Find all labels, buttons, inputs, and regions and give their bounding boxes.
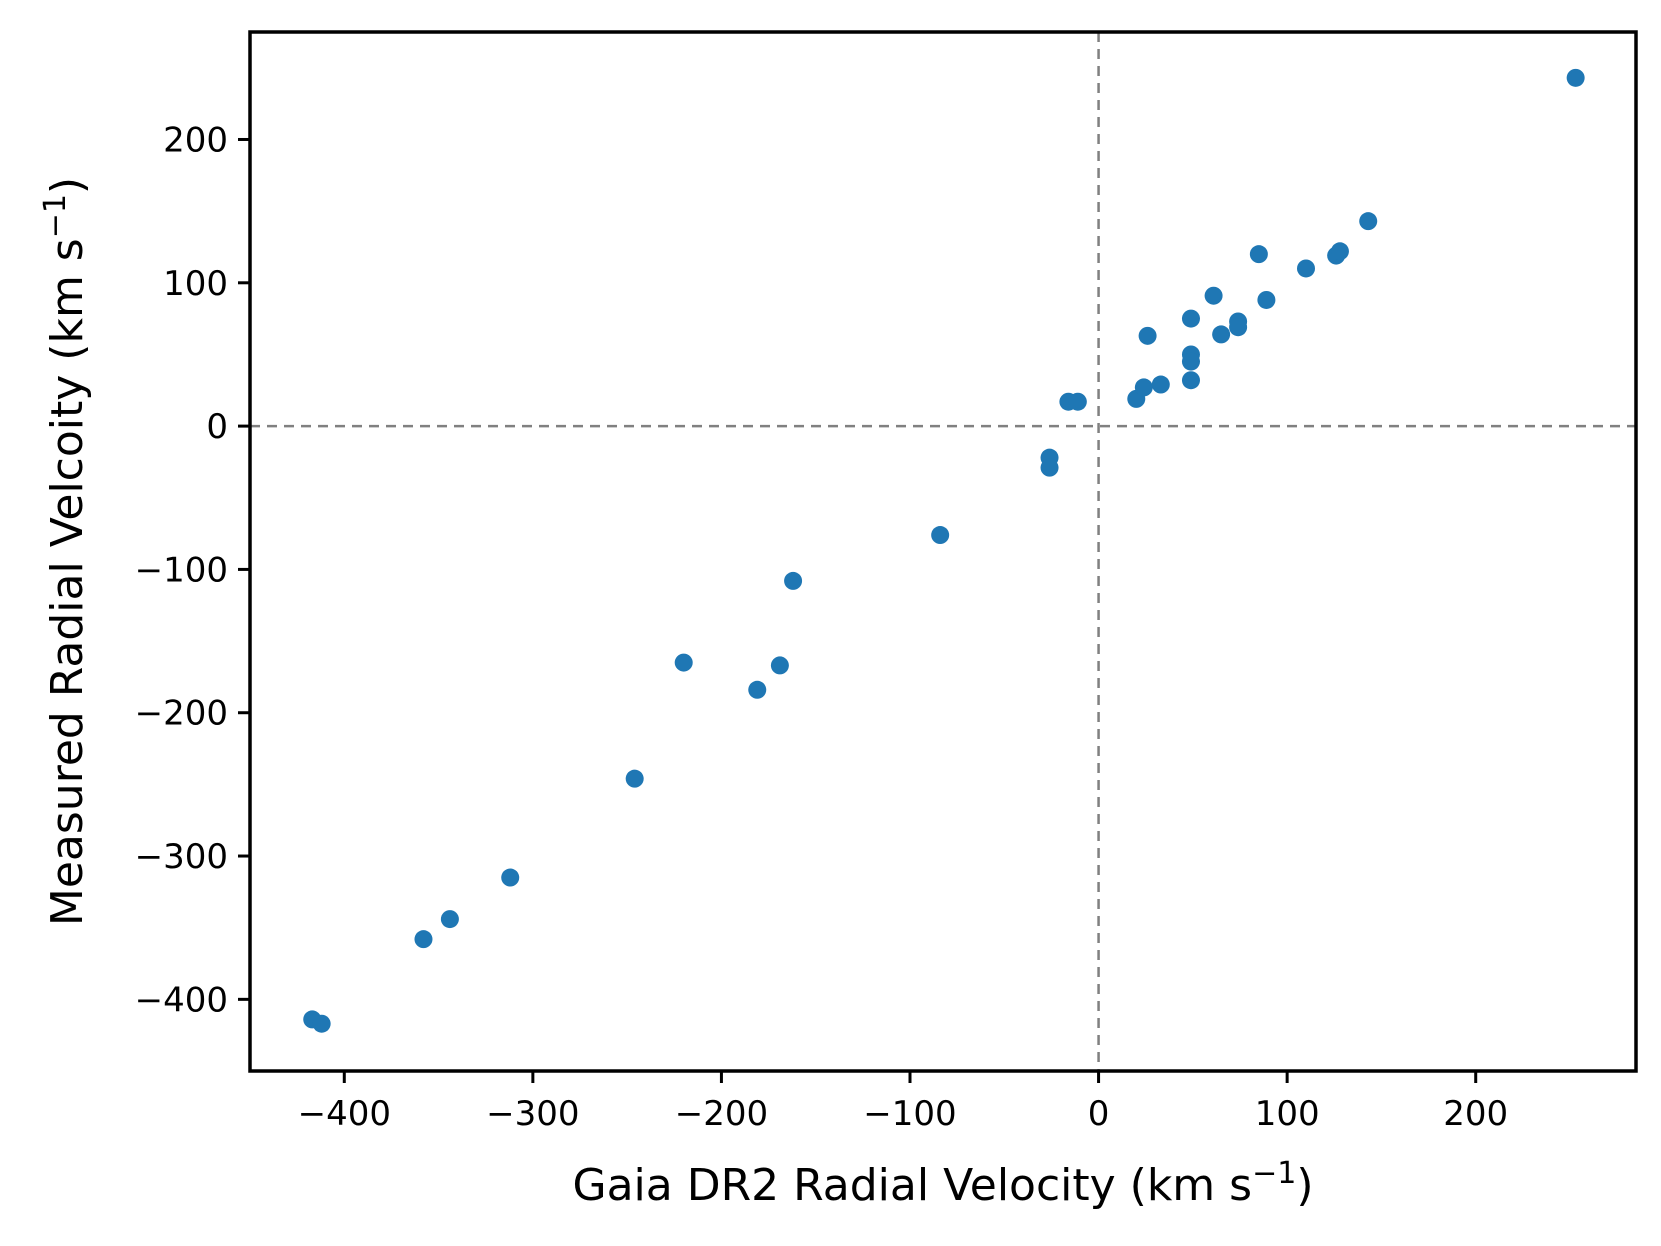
data-point bbox=[770, 656, 789, 675]
x-tick-label: −200 bbox=[675, 1094, 768, 1134]
x-tick-label: 100 bbox=[1255, 1094, 1320, 1134]
y-tick-label: 100 bbox=[163, 264, 228, 304]
x-tick-label: −100 bbox=[863, 1094, 956, 1134]
y-tick-label: 0 bbox=[206, 407, 228, 447]
y-axis-title-superscript: −1 bbox=[38, 194, 73, 238]
data-point bbox=[1297, 259, 1315, 278]
data-point bbox=[748, 680, 767, 699]
x-axis-title: Gaia DR2 Radial Velocity (km s−1) bbox=[573, 1156, 1314, 1212]
x-tick-label: −300 bbox=[486, 1094, 579, 1134]
data-point bbox=[1138, 326, 1157, 345]
data-point bbox=[1359, 212, 1378, 231]
plot-frame bbox=[248, 30, 1638, 1073]
data-point bbox=[1181, 371, 1200, 390]
data-point bbox=[1134, 378, 1153, 397]
y-tick-label: 200 bbox=[163, 120, 228, 160]
data-point bbox=[674, 653, 693, 672]
data-point bbox=[1566, 68, 1585, 87]
y-axis-title-end: ) bbox=[42, 177, 93, 194]
x-axis-title-superscript: −1 bbox=[1252, 1156, 1296, 1191]
data-point bbox=[1068, 392, 1087, 411]
data-point bbox=[1212, 325, 1231, 344]
y-axis-ticks: −400 −300 −200 −100 0 100 200 bbox=[135, 120, 250, 1020]
x-tick-label: 200 bbox=[1443, 1094, 1508, 1134]
y-tick-label: −100 bbox=[135, 550, 228, 590]
data-point bbox=[1151, 375, 1170, 394]
data-point bbox=[1204, 286, 1223, 305]
data-point bbox=[784, 571, 803, 590]
data-point bbox=[414, 930, 433, 949]
data-point bbox=[1330, 242, 1349, 261]
data-point bbox=[1181, 309, 1200, 328]
data-point bbox=[1249, 245, 1268, 264]
data-point bbox=[501, 868, 520, 887]
x-tick-label: 0 bbox=[1088, 1094, 1110, 1134]
data-point bbox=[440, 910, 459, 929]
y-tick-label: −400 bbox=[135, 980, 228, 1020]
data-point bbox=[312, 1014, 331, 1033]
data-points bbox=[303, 68, 1585, 1033]
y-axis-title-base: Measured Radial Velcoity (km s bbox=[42, 238, 93, 926]
x-axis-title-end: ) bbox=[1296, 1160, 1313, 1211]
data-point bbox=[1229, 318, 1248, 337]
reference-lines bbox=[250, 32, 1636, 1071]
data-point bbox=[1040, 458, 1059, 477]
data-point bbox=[625, 769, 644, 788]
data-point bbox=[931, 526, 950, 545]
y-tick-label: −300 bbox=[135, 837, 228, 877]
y-axis-title: Measured Radial Velcoity (km s−1) bbox=[38, 177, 94, 926]
data-point bbox=[1257, 290, 1276, 309]
x-axis-title-base: Gaia DR2 Radial Velocity (km s bbox=[573, 1160, 1253, 1211]
y-tick-label: −200 bbox=[135, 694, 228, 734]
x-axis-ticks: −400 −300 −200 −100 0 100 200 bbox=[298, 1071, 1508, 1134]
x-tick-label: −400 bbox=[298, 1094, 391, 1134]
data-point bbox=[1181, 352, 1200, 371]
